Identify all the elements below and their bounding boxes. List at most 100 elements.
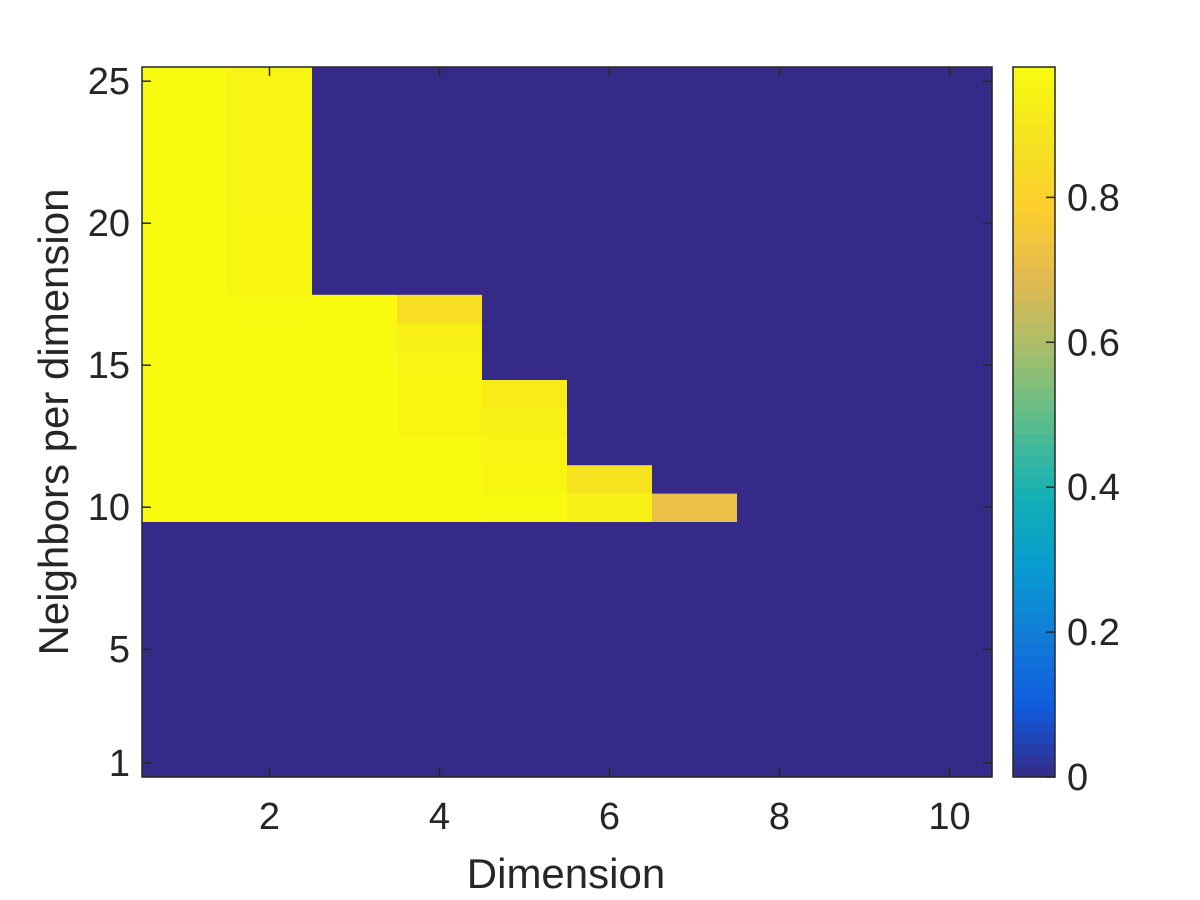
heatmap-cell	[142, 748, 228, 778]
heatmap-cell	[907, 322, 993, 352]
heatmap-cells	[142, 67, 993, 778]
colorbar-swatch	[1013, 499, 1055, 512]
heatmap-cell	[737, 691, 823, 721]
heatmap-cell	[567, 493, 653, 522]
heatmap-cell	[567, 549, 653, 579]
heatmap-cell	[822, 294, 908, 324]
heatmap-cell	[907, 691, 993, 721]
heatmap-cell	[907, 578, 993, 608]
heatmap-cell	[312, 294, 398, 324]
heatmap-cell	[227, 265, 313, 295]
heatmap-cell	[312, 379, 398, 409]
heatmap-cell	[737, 407, 823, 437]
heatmap-cell	[227, 720, 313, 750]
heatmap-cell	[227, 464, 313, 494]
heatmap-cell	[822, 351, 908, 380]
heatmap-cell	[397, 720, 483, 750]
heatmap-cell	[312, 123, 398, 153]
colorbar-swatch	[1013, 366, 1055, 379]
heatmap-cell	[652, 67, 738, 96]
heatmap-cell	[397, 379, 483, 409]
heatmap-cell	[652, 691, 738, 721]
colorbar-tick-label: 0.4	[1067, 467, 1120, 509]
colorbar-swatch	[1013, 710, 1055, 723]
colorbar-swatch	[1013, 155, 1055, 168]
heatmap-cell	[142, 294, 228, 324]
heatmap-cell	[652, 294, 738, 324]
heatmap-cell	[567, 123, 653, 153]
heatmap-cell	[227, 635, 313, 664]
heatmap-cell	[227, 493, 313, 522]
colorbar-tick-label: 0	[1067, 757, 1088, 799]
heatmap-cell	[482, 748, 568, 778]
heatmap-cell	[312, 95, 398, 125]
heatmap-cell	[822, 265, 908, 295]
heatmap-cell	[907, 123, 993, 153]
heatmap-cell	[397, 691, 483, 721]
colorbar-swatch	[1013, 244, 1055, 257]
colorbar-swatch	[1013, 133, 1055, 146]
x-tick-label: 2	[259, 796, 280, 838]
x-tick-label: 8	[769, 796, 790, 838]
heatmap-cell	[227, 578, 313, 608]
heatmap-cell	[142, 123, 228, 153]
y-tick-label: 5	[109, 629, 130, 671]
heatmap-cell	[907, 265, 993, 295]
colorbar-swatch	[1013, 666, 1055, 678]
heatmap-cell	[567, 322, 653, 352]
heatmap-cell	[567, 265, 653, 295]
heatmap-cell	[907, 663, 993, 693]
colorbar-swatch	[1013, 521, 1055, 534]
heatmap-cell	[567, 464, 653, 494]
heatmap-cell	[652, 95, 738, 125]
colorbar-swatch	[1013, 477, 1055, 490]
heatmap-cell	[907, 237, 993, 267]
colorbar-swatch	[1013, 355, 1055, 368]
colorbar-swatch	[1013, 233, 1055, 246]
heatmap-cell	[312, 549, 398, 579]
heatmap-cell	[482, 180, 568, 210]
heatmap-cell	[482, 123, 568, 153]
colorbar-swatch	[1013, 699, 1055, 712]
colorbar-swatch	[1013, 189, 1055, 201]
heatmap-cell	[397, 180, 483, 210]
colorbar-swatch	[1013, 211, 1055, 223]
heatmap-cell	[822, 322, 908, 352]
heatmap-cell	[312, 67, 398, 96]
heatmap-cell	[397, 464, 483, 494]
heatmap-cell	[397, 265, 483, 295]
heatmap-cell	[907, 180, 993, 210]
heatmap-cell	[142, 521, 228, 551]
heatmap-cell	[397, 407, 483, 437]
heatmap-cell	[737, 578, 823, 608]
heatmap-cell	[652, 436, 738, 466]
heatmap-cell	[737, 265, 823, 295]
heatmap-cell	[482, 720, 568, 750]
colorbar-swatch	[1013, 765, 1055, 778]
heatmap-cell	[567, 720, 653, 750]
heatmap-cell	[482, 67, 568, 96]
heatmap-cell	[652, 720, 738, 750]
heatmap-cell	[482, 322, 568, 352]
colorbar-swatch	[1013, 288, 1055, 301]
heatmap-cell	[652, 521, 738, 551]
heatmap-cell	[142, 493, 228, 522]
colorbar-swatch	[1013, 444, 1055, 456]
colorbar-swatch	[1013, 743, 1055, 756]
heatmap-cell	[822, 123, 908, 153]
colorbar-swatch	[1013, 688, 1055, 700]
heatmap-cell	[312, 351, 398, 380]
heatmap-cell	[567, 407, 653, 437]
heatmap-cell	[737, 123, 823, 153]
heatmap-cell	[737, 322, 823, 352]
heatmap-cell	[482, 379, 568, 409]
heatmap-cell	[822, 95, 908, 125]
heatmap-cell	[227, 209, 313, 238]
heatmap-cell	[312, 748, 398, 778]
colorbar-swatch	[1013, 566, 1055, 578]
heatmap-cell	[482, 549, 568, 579]
colorbar-swatch	[1013, 333, 1055, 345]
heatmap-cell	[397, 237, 483, 267]
colorbar-swatch	[1013, 399, 1055, 412]
